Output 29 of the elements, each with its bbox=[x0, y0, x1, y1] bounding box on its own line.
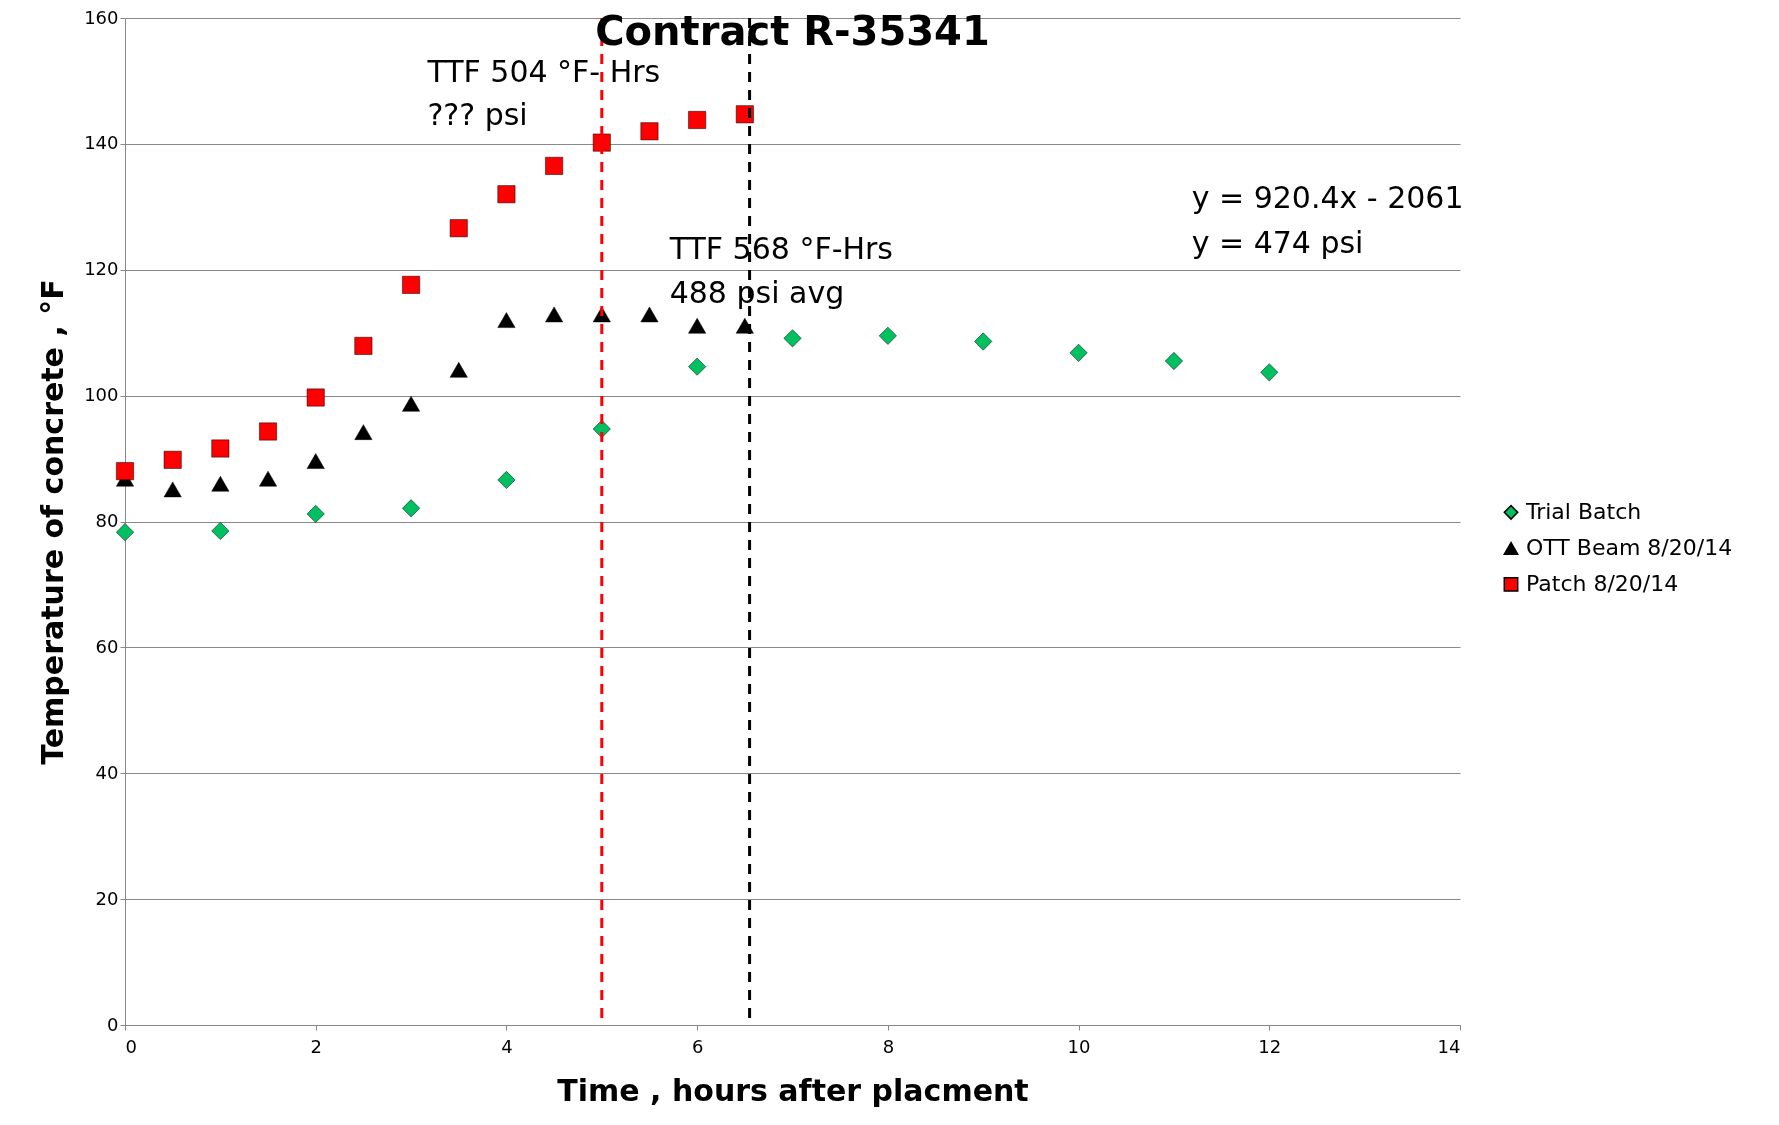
legend-label: Trial Batch bbox=[1525, 499, 1642, 525]
y-tick-label: 40 bbox=[95, 761, 119, 783]
y-tick-label: 0 bbox=[107, 1013, 119, 1035]
y-tick-label: 60 bbox=[95, 635, 119, 657]
x-tick-label: 12 bbox=[1258, 1035, 1282, 1057]
annotation: TTF 568 °F-Hrs bbox=[668, 230, 894, 266]
x-axis-title: Time , hours after placment bbox=[557, 1072, 1029, 1108]
annotation: ??? psi bbox=[427, 96, 528, 132]
annotation: 488 psi avg bbox=[669, 274, 845, 310]
y-tick-label: 20 bbox=[95, 887, 119, 909]
x-tick-label: 8 bbox=[882, 1035, 895, 1057]
y-tick-label: 140 bbox=[84, 132, 119, 154]
annotation: TTF 504 °F- Hrs bbox=[426, 54, 661, 90]
y-tick-label: 80 bbox=[95, 510, 119, 531]
legend-label: OTT Beam 8/20/14 bbox=[1526, 535, 1733, 561]
x-tick-label: 14 bbox=[1437, 1035, 1461, 1057]
x-tick-label: 2 bbox=[310, 1035, 322, 1057]
annotation: y = 474 psi bbox=[1191, 224, 1364, 260]
x-tick-label: 4 bbox=[501, 1035, 513, 1057]
x-tick-label: 6 bbox=[691, 1035, 704, 1057]
chart-title: Contract R-35341 bbox=[595, 8, 990, 54]
x-tick-label: 0 bbox=[125, 1035, 137, 1057]
y-axis-title: Temperature of concrete , °F bbox=[35, 279, 71, 765]
x-tick-label: 10 bbox=[1067, 1035, 1091, 1057]
annotation: y = 920.4x - 2061 bbox=[1191, 180, 1464, 216]
y-tick-label: 120 bbox=[84, 258, 119, 280]
legend-label: Patch 8/20/14 bbox=[1526, 571, 1679, 597]
y-tick-label: 160 bbox=[84, 6, 119, 28]
y-tick-label: 100 bbox=[84, 384, 119, 406]
